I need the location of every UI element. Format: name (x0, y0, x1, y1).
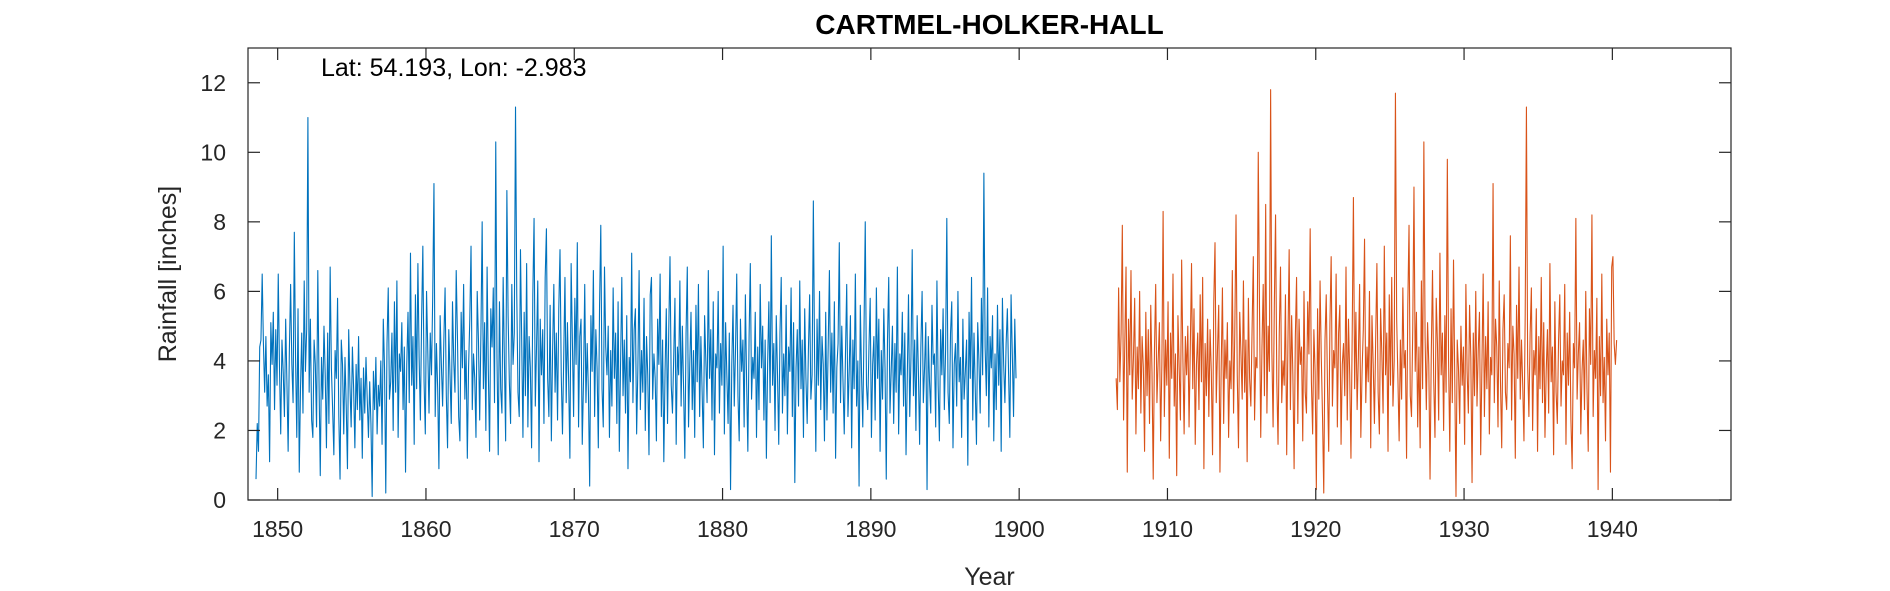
axes-box (247, 47, 1732, 501)
x-tick-label-1910: 1910 (1142, 516, 1193, 542)
x-axis-label: Year (964, 563, 1015, 591)
tick-layer: 1850 1860 1870 1880 1890 1900 1910 1920 1930 1940… (200, 48, 1731, 542)
x-tick-label-1860: 1860 (400, 516, 451, 542)
y-tick-label-6: 6 (213, 278, 226, 304)
x-tick-label-1870: 1870 (549, 516, 600, 542)
y-tick-label-12: 12 (200, 70, 226, 96)
x-tick-label-1940: 1940 (1587, 516, 1638, 542)
x-tick-label-1880: 1880 (697, 516, 748, 542)
x-tick-label-1900: 1900 (994, 516, 1045, 542)
y-tick-label-0: 0 (213, 487, 226, 513)
x-tick-label-1850: 1850 (252, 516, 303, 542)
x-tick-label-1920: 1920 (1290, 516, 1341, 542)
y-tick-label-2: 2 (213, 417, 226, 443)
chart-title: CARTMEL-HOLKER-HALL (815, 9, 1163, 40)
series-layer (255, 89, 1618, 498)
x-tick-label-1890: 1890 (845, 516, 896, 542)
series-line-2 (1115, 89, 1618, 498)
location-annotation: Lat: 54.193, Lon: -2.983 (321, 54, 587, 82)
series-line-1 (255, 106, 1017, 498)
x-tick-label-1930: 1930 (1438, 516, 1489, 542)
y-axis-label: Rainfall [inches] (154, 186, 182, 362)
y-tick-label-4: 4 (213, 348, 226, 374)
y-tick-label-8: 8 (213, 209, 226, 235)
y-tick-label-10: 10 (200, 139, 226, 165)
